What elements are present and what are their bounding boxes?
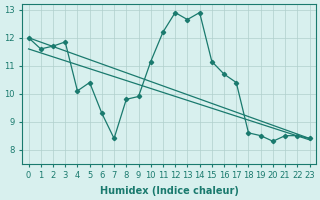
X-axis label: Humidex (Indice chaleur): Humidex (Indice chaleur) [100,186,238,196]
